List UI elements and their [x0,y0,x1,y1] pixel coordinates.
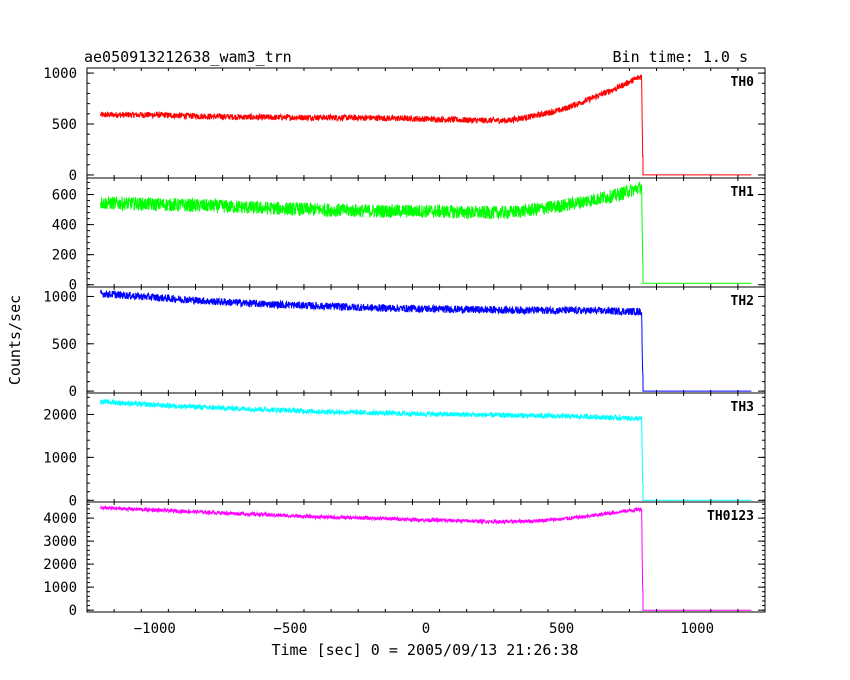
series-line-th3 [100,398,752,501]
panel-frame [86,67,766,179]
y-tick-label: 2000 [43,407,77,423]
panel-label-th1: TH1 [731,185,755,200]
panel-frame [86,501,766,613]
y-tick-label: 200 [52,248,77,264]
x-axis-label: Time [sec] 0 = 2005/09/13 21:26:38 [271,641,578,659]
panel-label-th0: TH0 [731,75,755,90]
series-line-th0123 [100,504,752,611]
panel-frame [86,392,766,503]
panel-label-th0123: TH0123 [707,509,754,524]
panel-frame [86,177,766,288]
panel-th3: 0 1000 2000 TH3 [43,392,766,509]
y-tick-label: 1000 [43,450,77,466]
y-tick-label: 3000 [43,534,77,550]
y-tick-label: 1000 [43,580,77,596]
y-tick-label: 4000 [43,511,77,527]
y-tick-label: 1000 [43,66,77,82]
y-tick-label: 0 [69,278,77,294]
panel-label-th2: TH2 [731,294,754,309]
y-tick-label: 0 [69,168,77,184]
y-tick-label: 500 [52,117,77,133]
series-line-th2 [100,289,752,392]
y-tick-label: 400 [52,218,77,234]
series-line-th1 [100,181,752,284]
y-tick-label: 0 [69,384,77,400]
x-tick-label: 1000 [680,621,714,637]
panel-th2: 0 500 1000 TH2 [43,286,766,400]
panel-th0: 0 500 1000 TH0 [43,66,766,184]
y-tick-label: 600 [52,188,77,204]
y-tick-label: 0 [69,603,77,619]
series-line-th0 [100,74,752,176]
x-tick-label: −1000 [134,621,176,637]
x-tick-label: 0 [422,621,430,637]
panel-label-th3: TH3 [731,400,754,415]
y-tick-label: 0 [69,493,77,509]
y-tick-label: 2000 [43,557,77,573]
y-tick-label: 1000 [43,289,77,305]
y-tick-label: 500 [52,337,77,353]
panel-th0123: 0 1000 2000 3000 4000 TH0123 −1000 −500 0 500 1000 [43,501,766,637]
x-tick-label: 500 [549,621,574,637]
panel-th1: 0 200 400 600 TH1 [52,177,766,294]
x-tick-label: −500 [274,621,308,637]
chart-title: ae050913212638_wam3_trn [84,48,292,66]
y-axis-label: Counts/sec [6,295,24,385]
bin-time-label: Bin time: 1.0 s [613,48,748,66]
